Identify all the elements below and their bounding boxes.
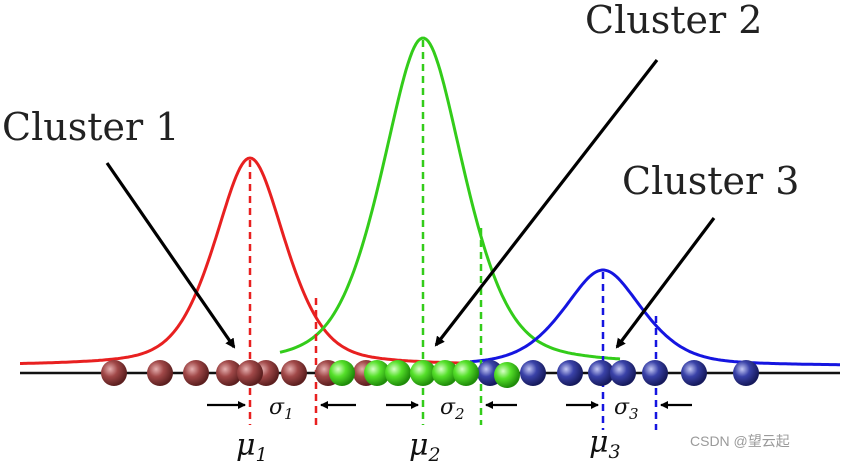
cluster-2-point bbox=[453, 360, 479, 386]
cluster-1-point bbox=[237, 360, 263, 386]
data-points bbox=[101, 360, 759, 388]
sigma-2-label: σ2 bbox=[440, 395, 465, 423]
cluster-3-point bbox=[610, 360, 636, 386]
cluster-3-point bbox=[557, 360, 583, 386]
cluster-2-point bbox=[364, 360, 390, 386]
mu-2-label: μ2 bbox=[409, 428, 441, 464]
cluster-3-point bbox=[588, 360, 614, 386]
cluster-3-density-curve bbox=[469, 268, 840, 367]
cluster-3-pointer-arrow bbox=[615, 217, 716, 349]
cluster-1-point bbox=[101, 360, 127, 386]
cluster-2-point bbox=[494, 362, 520, 388]
cluster-2-point bbox=[410, 360, 436, 386]
cluster-3-point bbox=[733, 360, 759, 386]
mu-1-label: μ1 bbox=[236, 428, 268, 464]
cluster-1-density-curve bbox=[20, 156, 471, 365]
cluster-2-point bbox=[432, 360, 458, 386]
watermark: CSDN @望云起 bbox=[690, 433, 790, 449]
cluster-2-label: Cluster 2 bbox=[585, 0, 762, 42]
cluster-2-pointer-arrow bbox=[434, 59, 659, 347]
cluster-3-label: Cluster 3 bbox=[622, 159, 799, 203]
density-curves bbox=[20, 36, 840, 367]
cluster-3-point bbox=[520, 360, 546, 386]
cluster-3-point bbox=[681, 360, 707, 386]
cluster-2-density-curve bbox=[279, 36, 621, 361]
cluster-1-point bbox=[183, 360, 209, 386]
mu-3-label: μ3 bbox=[589, 425, 621, 463]
cluster-1-pointer-arrow bbox=[105, 162, 236, 349]
cluster-2-point bbox=[329, 360, 355, 386]
sigma-1-label: σ1 bbox=[269, 395, 294, 423]
cluster-3-point bbox=[642, 360, 668, 386]
cluster-1-point bbox=[281, 360, 307, 386]
cluster-pointer-arrows bbox=[105, 59, 716, 349]
cluster-2-point bbox=[385, 360, 411, 386]
cluster-1-label: Cluster 1 bbox=[2, 105, 179, 149]
cluster-1-point bbox=[216, 360, 242, 386]
sigma-3-label: σ3 bbox=[614, 395, 639, 423]
cluster-1-point bbox=[147, 360, 173, 386]
